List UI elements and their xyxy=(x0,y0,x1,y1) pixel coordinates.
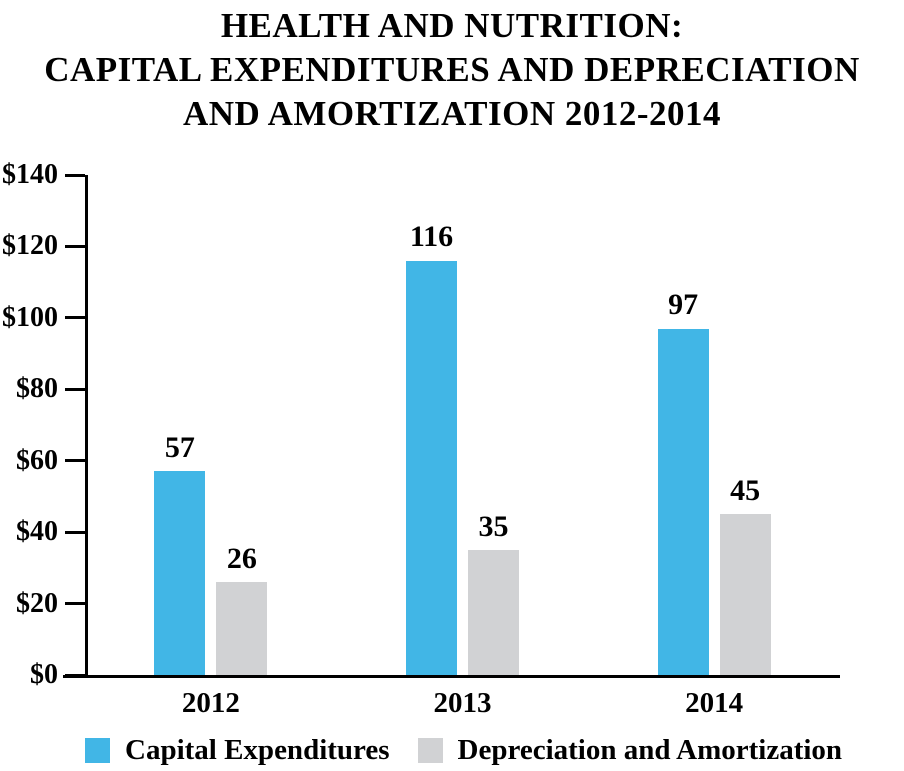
bar-2013-series-1 xyxy=(468,550,519,675)
y-axis-tick-label-120: $120 xyxy=(2,230,58,262)
bar-value-label-2013-series-1: 35 xyxy=(478,509,509,543)
plot-area: $0 $20 $40 $60 $80 $100 $120 $140 57 26 2012 116 35 2… xyxy=(2,159,840,719)
x-axis-line xyxy=(63,675,840,678)
legend-swatch-capital-expenditures xyxy=(85,738,110,763)
chart-title-line-1: HEALTH AND NUTRITION: xyxy=(220,6,684,45)
y-axis-tick-label-40: $40 xyxy=(16,516,58,548)
y-axis-line xyxy=(85,175,88,678)
y-axis-tick-40 xyxy=(65,530,85,534)
legend-item-capital-expenditures: Capital Expenditures xyxy=(85,734,390,767)
bar-2012-series-0 xyxy=(154,471,206,675)
bar-2014-series-1 xyxy=(719,514,771,675)
legend-item-depreciation-amortization: Depreciation and Amortization xyxy=(417,734,843,767)
y-axis-tick-80 xyxy=(65,387,85,391)
y-axis-tick-140 xyxy=(65,173,85,177)
legend-label-capital-expenditures: Capital Expenditures xyxy=(125,734,390,766)
y-axis-tick-20 xyxy=(65,602,85,606)
legend-swatch-depreciation-amortization xyxy=(417,738,443,763)
legend: Capital Expenditures Depreciation and Am… xyxy=(85,734,842,767)
x-axis-label-2014: 2014 xyxy=(685,687,744,719)
bar-value-label-2013-series-0: 116 xyxy=(409,220,454,254)
bar-2012-series-1 xyxy=(216,582,268,675)
x-axis-label-2013: 2013 xyxy=(433,687,492,719)
legend-label-depreciation-amortization: Depreciation and Amortization xyxy=(457,734,843,766)
x-axis-label-2012: 2012 xyxy=(181,687,240,719)
chart-title-line-2: CAPITAL EXPENDITURES AND DEPRECIATION xyxy=(44,50,860,89)
y-axis-tick-label-80: $80 xyxy=(16,373,58,405)
y-axis-tick-label-60: $60 xyxy=(16,444,58,476)
y-axis-tick-60 xyxy=(65,459,85,463)
y-axis-tick-label-20: $20 xyxy=(16,587,58,619)
y-axis-tick-label-100: $100 xyxy=(2,301,58,333)
bar-value-label-2012-series-1: 26 xyxy=(226,541,257,575)
y-axis-tick-100 xyxy=(65,316,85,320)
bar-value-label-2012-series-0: 57 xyxy=(164,430,195,464)
chart-title: HEALTH AND NUTRITION: CAPITAL EXPENDITUR… xyxy=(0,4,904,136)
bar-2013-series-0 xyxy=(406,260,457,675)
y-axis-tick-label-0: $0 xyxy=(30,659,58,690)
bar-value-label-2014-series-1: 45 xyxy=(730,473,761,507)
chart-title-line-3: AND AMORTIZATION 2012-2014 xyxy=(182,94,722,133)
y-axis-tick-label-140: $140 xyxy=(2,159,58,190)
y-axis-tick-120 xyxy=(65,244,85,248)
bar-2014-series-0 xyxy=(657,328,709,675)
bar-value-label-2014-series-0: 97 xyxy=(668,288,699,322)
y-axis-tick-0 xyxy=(65,673,85,677)
